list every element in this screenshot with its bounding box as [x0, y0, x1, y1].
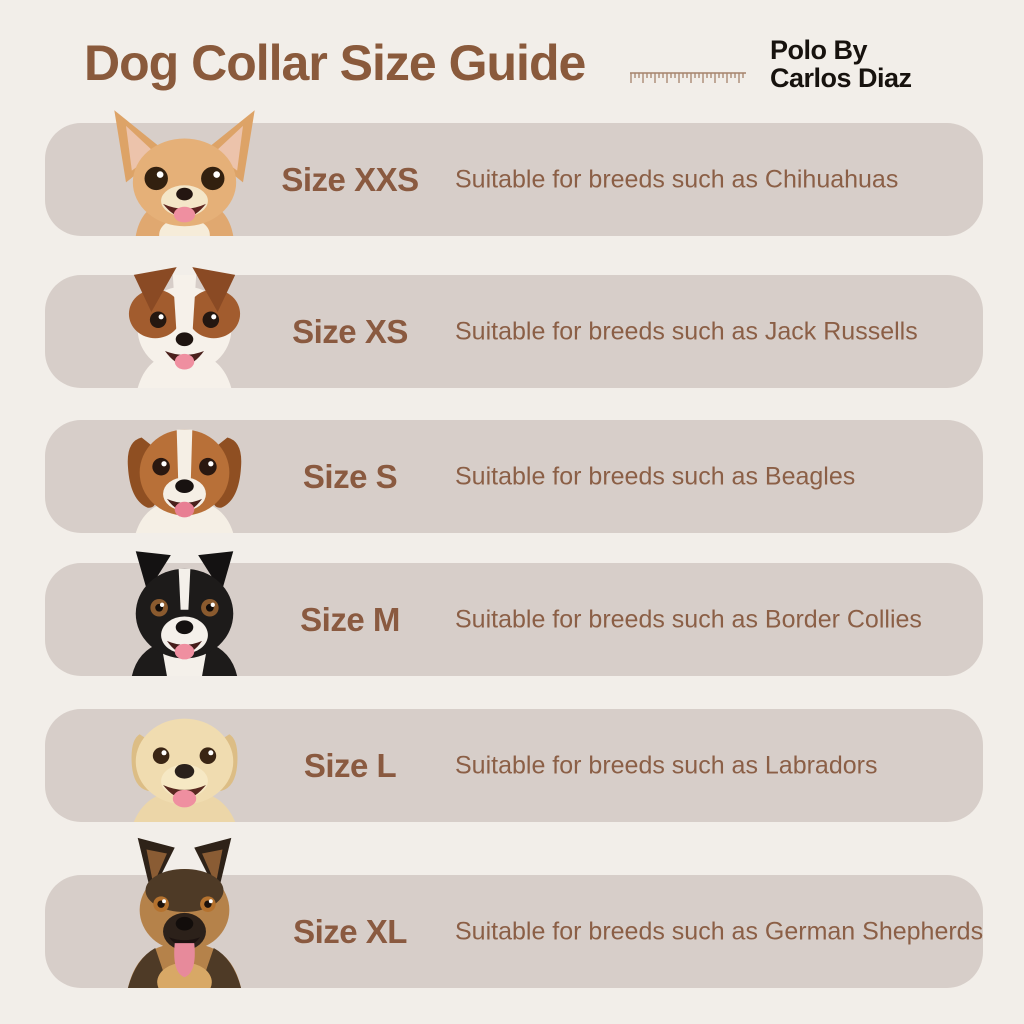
size-label: Size XS — [292, 312, 408, 350]
size-row-m: Size M Suitable for breeds such as Borde… — [45, 551, 983, 676]
dog-photo-german-shepherd — [87, 832, 282, 988]
ruler-icon — [630, 72, 746, 83]
size-description: Suitable for breeds such as Jack Russell… — [455, 317, 918, 345]
size-label: Size M — [300, 600, 400, 638]
dog-photo-chihuahua — [87, 102, 282, 236]
size-row-xs: Size XS Suitable for breeds such as Jack… — [45, 267, 983, 388]
size-description: Suitable for breeds such as Beagles — [455, 462, 856, 490]
size-description: Suitable for breeds such as Chihuahuas — [455, 165, 899, 193]
size-description: Suitable for breeds such as German Sheph… — [455, 917, 984, 945]
brand-line-2: Carlos Diaz — [770, 63, 912, 94]
size-row-l: Size L Suitable for breeds such as Labra… — [45, 709, 983, 822]
size-description: Suitable for breeds such as Labradors — [455, 751, 878, 779]
dog-photo-labrador — [87, 698, 282, 822]
size-row-s: Size S Suitable for breeds such as Beagl… — [45, 420, 983, 533]
size-label: Size XXS — [281, 160, 419, 198]
dog-photo-beagle — [87, 401, 282, 533]
brand-line-1: Polo By — [770, 35, 868, 65]
brand-logo-text: Polo By Carlos Diaz — [770, 36, 912, 92]
size-label: Size L — [303, 746, 397, 784]
page-title: Dog Collar Size Guide — [84, 35, 586, 91]
size-label: Size XL — [293, 912, 407, 950]
size-row-xl: Size XL Suitable for breeds such as Germ… — [45, 837, 984, 988]
dog-photo-jack-russell — [87, 256, 282, 388]
size-label: Size S — [302, 457, 398, 495]
size-description: Suitable for breeds such as Border Colli… — [455, 605, 922, 633]
size-row-xxs: Size XXS Suitable for breeds such as Chi… — [45, 110, 983, 236]
dog-photo-border-collie — [87, 540, 282, 676]
